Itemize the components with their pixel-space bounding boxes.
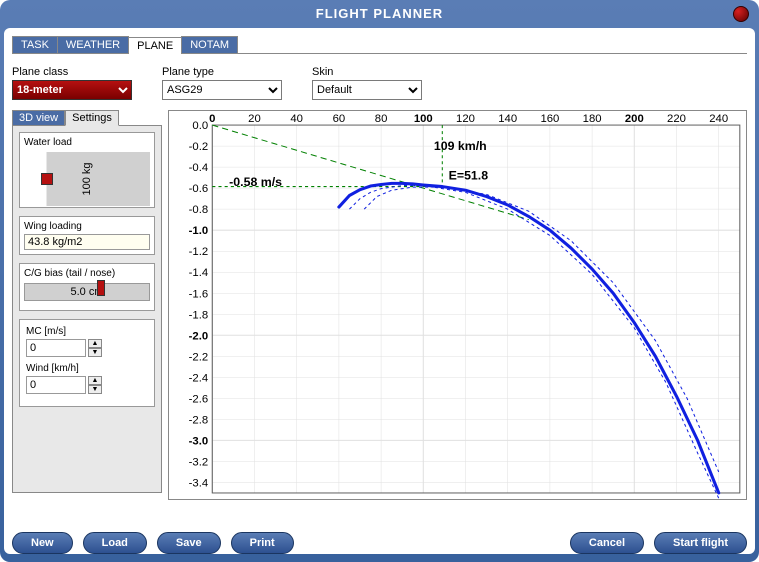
mc-spin-up[interactable]: ▲ xyxy=(88,339,102,348)
svg-text:-0.4: -0.4 xyxy=(189,162,209,174)
wind-row: Wind [km/h] ▲ ▼ xyxy=(26,363,148,394)
mc-row: MC [m/s] ▲ ▼ xyxy=(26,326,148,357)
svg-text:160: 160 xyxy=(540,113,559,125)
wind-spin-up[interactable]: ▲ xyxy=(88,376,102,385)
plane-type-label: Plane type xyxy=(162,66,282,78)
svg-text:40: 40 xyxy=(290,113,303,125)
svg-text:-0.8: -0.8 xyxy=(189,204,209,216)
svg-text:0.0: 0.0 xyxy=(192,120,208,132)
polar-chart: 0 20 40 60 80 100 120 140 160 180 200 220 240 0.0 -0.2… xyxy=(168,110,747,500)
flight-planner-window: FLIGHT PLANNER TASK WEATHER PLANE NOTAM … xyxy=(0,0,759,562)
svg-text:220: 220 xyxy=(667,113,686,125)
svg-text:-2.0: -2.0 xyxy=(189,330,209,342)
start-flight-button[interactable]: Start flight xyxy=(654,532,747,554)
plane-type-select[interactable]: ASG29 xyxy=(162,80,282,100)
svg-text:-3.4: -3.4 xyxy=(189,478,209,490)
cg-bias-label: C/G bias (tail / nose) xyxy=(24,268,150,279)
cg-bias-slider-handle[interactable] xyxy=(97,280,105,296)
svg-text:-1.4: -1.4 xyxy=(189,267,209,279)
svg-text:-1.6: -1.6 xyxy=(189,288,209,300)
water-load-box: Water load 100 kg xyxy=(19,132,155,208)
svg-text:E=51.8: E=51.8 xyxy=(449,169,489,183)
svg-text:0: 0 xyxy=(209,113,215,125)
new-button[interactable]: New xyxy=(12,532,73,554)
titlebar: FLIGHT PLANNER xyxy=(4,4,755,28)
svg-text:-3.2: -3.2 xyxy=(189,457,209,469)
window-title: FLIGHT PLANNER xyxy=(316,6,443,21)
svg-text:-0.58 m/s: -0.58 m/s xyxy=(229,175,282,189)
wind-spin-down[interactable]: ▼ xyxy=(88,385,102,394)
svg-text:-3.0: -3.0 xyxy=(189,436,209,448)
svg-text:-2.6: -2.6 xyxy=(189,393,209,405)
workarea: 3D view Settings Water load 100 kg Wing … xyxy=(12,110,747,500)
svg-text:-2.4: -2.4 xyxy=(189,372,209,384)
close-button[interactable] xyxy=(733,6,749,22)
main-tab-bar: TASK WEATHER PLANE NOTAM xyxy=(12,36,747,54)
skin-group: Skin Default xyxy=(312,66,422,100)
water-load-value: 100 kg xyxy=(81,162,93,195)
cancel-button[interactable]: Cancel xyxy=(570,532,644,554)
plane-controls-row: Plane class 18-meter Plane type ASG29 Sk… xyxy=(12,62,747,110)
svg-text:100: 100 xyxy=(414,113,433,125)
mc-wind-box: MC [m/s] ▲ ▼ Wind [km/h] xyxy=(19,319,155,407)
svg-text:-0.6: -0.6 xyxy=(189,183,209,195)
mc-label: MC [m/s] xyxy=(26,326,148,337)
save-button[interactable]: Save xyxy=(157,532,221,554)
svg-text:109 km/h: 109 km/h xyxy=(434,139,487,153)
svg-text:240: 240 xyxy=(709,113,728,125)
wing-loading-box: Wing loading xyxy=(19,216,155,255)
tab-notam[interactable]: NOTAM xyxy=(181,36,238,53)
plane-class-select[interactable]: 18-meter xyxy=(12,80,132,100)
svg-text:200: 200 xyxy=(625,113,644,125)
wing-loading-label: Wing loading xyxy=(24,221,150,232)
svg-text:80: 80 xyxy=(375,113,388,125)
settings-panel: Water load 100 kg Wing loading C/G bias … xyxy=(12,125,162,493)
tab-plane[interactable]: PLANE xyxy=(128,37,182,54)
svg-text:-1.0: -1.0 xyxy=(189,225,209,237)
sub-tab-settings[interactable]: Settings xyxy=(65,110,119,126)
svg-text:-2.8: -2.8 xyxy=(189,415,209,427)
mc-spin-down[interactable]: ▼ xyxy=(88,348,102,357)
svg-text:120: 120 xyxy=(456,113,475,125)
wing-loading-input[interactable] xyxy=(24,234,150,250)
skin-label: Skin xyxy=(312,66,422,78)
plane-class-group: Plane class 18-meter xyxy=(12,66,132,100)
svg-text:20: 20 xyxy=(248,113,261,125)
cg-bias-box: C/G bias (tail / nose) 5.0 cm xyxy=(19,263,155,311)
cg-bias-slider-track[interactable]: 5.0 cm xyxy=(24,283,150,301)
sub-tab-3dview[interactable]: 3D view xyxy=(12,110,65,126)
plane-type-group: Plane type ASG29 xyxy=(162,66,282,100)
wind-label: Wind [km/h] xyxy=(26,363,148,374)
skin-select[interactable]: Default xyxy=(312,80,422,100)
load-button[interactable]: Load xyxy=(83,532,147,554)
left-column: 3D view Settings Water load 100 kg Wing … xyxy=(12,110,162,500)
svg-text:60: 60 xyxy=(333,113,346,125)
svg-text:-2.2: -2.2 xyxy=(189,351,209,363)
tab-weather[interactable]: WEATHER xyxy=(57,36,129,53)
water-load-slider-track[interactable]: 100 kg xyxy=(24,152,150,206)
svg-text:-1.2: -1.2 xyxy=(189,246,209,258)
water-load-label: Water load xyxy=(24,137,150,148)
plane-class-label: Plane class xyxy=(12,66,132,78)
bottom-button-bar: New Load Save Print Cancel Start flight xyxy=(0,528,759,558)
water-load-slider-handle[interactable] xyxy=(41,173,53,185)
tab-task[interactable]: TASK xyxy=(12,36,58,53)
svg-text:-1.8: -1.8 xyxy=(189,309,209,321)
print-button[interactable]: Print xyxy=(231,532,294,554)
svg-text:-0.2: -0.2 xyxy=(189,141,209,153)
svg-text:180: 180 xyxy=(583,113,602,125)
wind-input[interactable] xyxy=(26,376,86,394)
content-area: TASK WEATHER PLANE NOTAM Plane class 18-… xyxy=(4,28,755,554)
svg-text:140: 140 xyxy=(498,113,517,125)
sub-tab-bar: 3D view Settings xyxy=(12,110,162,126)
mc-input[interactable] xyxy=(26,339,86,357)
polar-chart-svg: 0 20 40 60 80 100 120 140 160 180 200 220 240 0.0 -0.2… xyxy=(169,111,746,499)
